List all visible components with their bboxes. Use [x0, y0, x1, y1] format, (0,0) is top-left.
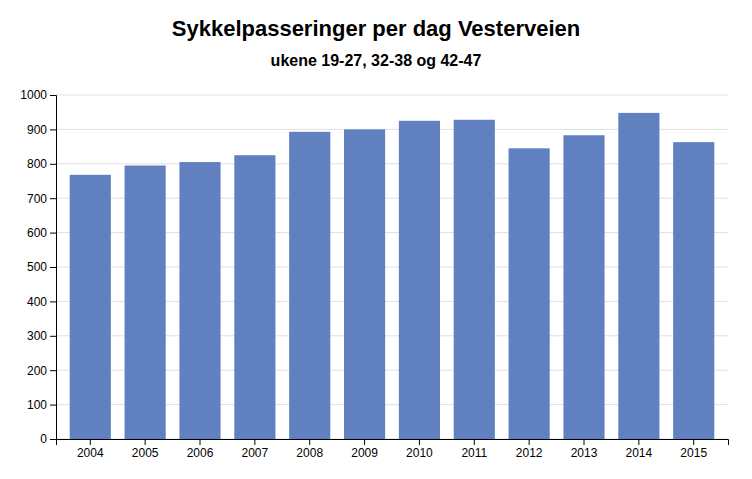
- x-tick-label: 2012: [516, 446, 543, 460]
- y-tick-line: [50, 301, 56, 302]
- x-tick-line: [309, 439, 310, 445]
- y-tick: 300: [27, 329, 56, 343]
- x-tick: 2010: [406, 439, 433, 460]
- y-tick: 400: [27, 295, 56, 309]
- x-tick-label: 2007: [242, 446, 269, 460]
- bar: [234, 155, 275, 439]
- x-axis: 2004 2005 2006 2007 2008 2009 2010 2011 2012 2013…: [57, 439, 729, 460]
- y-tick-label: 700: [27, 192, 47, 206]
- y-tick-line: [50, 405, 56, 406]
- x-tick-line: [693, 439, 694, 445]
- x-tick-label: 2013: [571, 446, 598, 460]
- y-tick-line: [50, 370, 56, 371]
- x-tick: 2012: [516, 439, 543, 460]
- x-tick: 2004: [77, 439, 104, 460]
- bar: [289, 132, 330, 439]
- y-tick: 1000: [20, 88, 56, 102]
- y-tick-label: 600: [27, 226, 47, 240]
- x-tick: 2015: [680, 439, 707, 460]
- y-tick-line: [50, 129, 56, 130]
- y-tick-label: 500: [27, 260, 47, 274]
- x-tick-line: [474, 439, 475, 445]
- y-tick-line: [50, 233, 56, 234]
- x-tick: 2008: [296, 439, 323, 460]
- bar: [70, 175, 111, 439]
- x-tick: 2006: [187, 439, 214, 460]
- x-tick-label: 2006: [187, 446, 214, 460]
- y-tick-label: 300: [27, 329, 47, 343]
- y-tick-line: [50, 267, 56, 268]
- x-tick-label: 2011: [461, 446, 487, 460]
- x-tick: 2009: [351, 439, 378, 460]
- y-axis: 0 100 200 300 400 500 600 700 800 900 1000: [20, 88, 56, 446]
- bar: [673, 142, 714, 439]
- y-tick-label: 100: [27, 398, 47, 412]
- bar: [344, 129, 385, 439]
- x-tick-label: 2008: [296, 446, 323, 460]
- y-tick-line: [50, 198, 56, 199]
- x-tick-line: [200, 439, 201, 445]
- subtitle: ukene 19-27, 32-38 og 42-47: [271, 52, 482, 69]
- plot: 0 100 200 300 400 500 600 700 800 900 1000 2004 2005…: [20, 88, 728, 459]
- x-tick-line: [145, 439, 146, 445]
- y-tick-line: [50, 164, 56, 165]
- bar: [509, 148, 550, 439]
- chart-container: Sykkelpasseringer per dag Vesterveien uke…: [0, 0, 752, 479]
- x-tick: 2013: [571, 439, 598, 460]
- grid: [56, 95, 728, 439]
- x-tick-line: [584, 439, 585, 445]
- x-tick-line: [638, 439, 639, 445]
- y-tick-label: 900: [27, 123, 47, 137]
- x-tick-line: [364, 439, 365, 445]
- chart-svg: Sykkelpasseringer per dag Vesterveien uke…: [0, 0, 752, 479]
- x-tick: 2011: [461, 439, 487, 460]
- y-tick: 700: [27, 192, 56, 206]
- y-tick-line: [50, 439, 56, 440]
- y-tick-label: 400: [27, 295, 47, 309]
- y-tick-label: 1000: [20, 88, 47, 102]
- x-tick: 2014: [626, 439, 653, 460]
- bar: [125, 166, 166, 439]
- y-tick-label: 0: [40, 432, 47, 446]
- x-tick-line: [529, 439, 530, 445]
- x-tick-label: 2015: [680, 446, 707, 460]
- bar: [179, 162, 220, 439]
- y-tick: 0: [40, 432, 56, 446]
- y-tick-label: 800: [27, 157, 47, 171]
- y-tick: 500: [27, 260, 56, 274]
- y-tick: 600: [27, 226, 56, 240]
- x-axis-line: [57, 440, 729, 446]
- x-tick-label: 2009: [351, 446, 378, 460]
- bars: [70, 113, 715, 439]
- y-axis-line: [50, 96, 57, 440]
- y-tick: 800: [27, 157, 56, 171]
- bar: [454, 120, 495, 439]
- y-tick: 200: [27, 364, 56, 378]
- title: Sykkelpasseringer per dag Vesterveien: [172, 16, 580, 41]
- x-tick-line: [90, 439, 91, 445]
- y-tick-line: [50, 336, 56, 337]
- y-tick-label: 200: [27, 364, 47, 378]
- y-tick-line: [50, 95, 56, 96]
- x-tick-line: [419, 439, 420, 445]
- bar: [618, 113, 659, 439]
- bar: [399, 121, 440, 439]
- x-tick-label: 2014: [626, 446, 653, 460]
- y-tick: 900: [27, 123, 56, 137]
- x-tick: 2005: [132, 439, 159, 460]
- x-tick-label: 2005: [132, 446, 159, 460]
- x-tick-label: 2010: [406, 446, 433, 460]
- bar: [563, 135, 604, 439]
- x-tick-line: [254, 439, 255, 445]
- y-tick: 100: [27, 398, 56, 412]
- grid-line: [56, 95, 728, 96]
- x-tick-label: 2004: [77, 446, 104, 460]
- x-tick: 2007: [242, 439, 269, 460]
